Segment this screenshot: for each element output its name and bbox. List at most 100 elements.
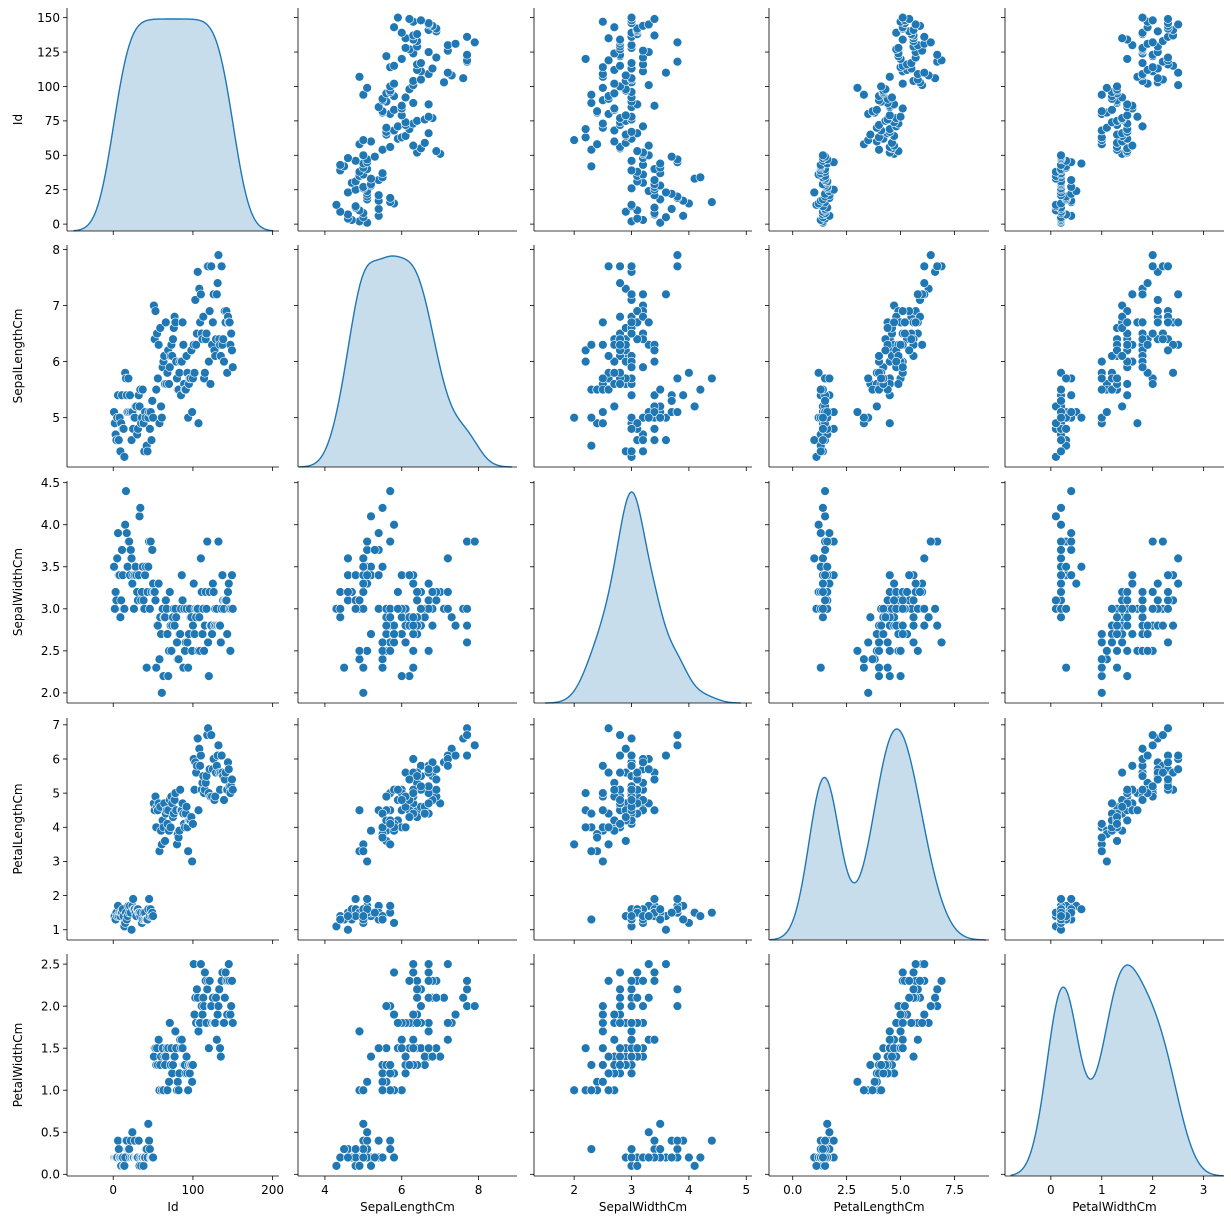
scatter-point — [898, 629, 908, 639]
scatter-point — [867, 654, 878, 664]
x-tick-label-id: 0 — [109, 1183, 117, 1197]
scatter-point — [1153, 317, 1163, 328]
scatter-point — [1163, 317, 1173, 328]
scatter-point — [919, 553, 929, 564]
scatter-point — [335, 914, 345, 925]
scatter-point — [615, 1018, 625, 1028]
scatter-point — [1097, 637, 1107, 648]
scatter-point — [820, 570, 830, 580]
scatter-point — [1163, 261, 1173, 271]
scatter-point — [112, 553, 122, 564]
scatter-point — [895, 1009, 906, 1020]
scatter-point — [400, 1051, 411, 1062]
scatter-point — [225, 1009, 236, 1020]
scatter-point — [818, 553, 828, 564]
scatter-point — [189, 368, 200, 378]
scatter-point — [124, 536, 134, 547]
scatter-point — [354, 1161, 365, 1171]
scatter-panel-id-vs-petallengthcm — [809, 12, 947, 228]
scatter-point — [1173, 578, 1183, 589]
scatter-point — [898, 362, 908, 372]
scatter-point — [126, 925, 137, 935]
scatter-point — [626, 40, 637, 50]
scatter-point — [110, 587, 121, 597]
scatter-panel-sepalwidthcm-vs-id — [109, 486, 238, 698]
scatter-point — [626, 328, 637, 339]
scatter-point — [885, 1035, 895, 1045]
scatter-point — [813, 368, 824, 378]
scatter-point — [1132, 112, 1143, 122]
scatter-point — [822, 1119, 832, 1129]
scatter-point — [586, 98, 597, 108]
scatter-point — [362, 1127, 372, 1137]
scatter-point — [113, 1135, 123, 1146]
scatter-point — [162, 1085, 173, 1095]
scatter-point — [672, 407, 683, 417]
scatter-point — [655, 1119, 665, 1129]
scatter-point — [1097, 629, 1107, 639]
scatter-point — [1076, 562, 1087, 572]
scatter-point — [362, 1077, 372, 1087]
scatter-point — [898, 1035, 908, 1045]
scatter-point — [219, 1018, 229, 1028]
scatter-point — [370, 1152, 380, 1163]
scatter-point — [1097, 671, 1107, 681]
scatter-point — [1158, 730, 1168, 740]
scatter-point — [615, 984, 625, 995]
scatter-point — [869, 1077, 880, 1087]
scatter-point — [389, 918, 399, 928]
scatter-point — [626, 1001, 637, 1011]
scatter-point — [423, 47, 434, 57]
scatter-point — [408, 612, 418, 622]
scatter-point — [458, 73, 468, 83]
scatter-point — [122, 562, 133, 572]
scatter-point — [649, 390, 660, 400]
scatter-point — [216, 637, 226, 648]
scatter-point — [913, 1035, 923, 1045]
scatter-point — [210, 791, 220, 802]
scatter-point — [408, 629, 418, 639]
scatter-point — [898, 967, 908, 978]
scatter-point — [443, 40, 453, 50]
scatter-point — [644, 1152, 654, 1163]
scatter-point — [865, 129, 876, 140]
y-tick-label-id: 50 — [45, 149, 60, 163]
scatter-point — [362, 570, 372, 580]
scatter-point — [165, 362, 175, 372]
scatter-point — [898, 34, 908, 45]
scatter-point — [125, 390, 135, 400]
scatter-point — [644, 19, 654, 30]
scatter-point — [354, 1026, 365, 1037]
scatter-point — [173, 654, 184, 664]
scatter-point — [598, 1077, 608, 1087]
scatter-point — [385, 1144, 395, 1154]
scatter-point — [672, 894, 683, 904]
scatter-point — [404, 812, 415, 822]
scatter-point — [859, 1085, 869, 1095]
scatter-point — [615, 379, 625, 389]
scatter-point — [208, 317, 218, 328]
scatter-point — [898, 79, 908, 89]
scatter-point — [649, 435, 660, 445]
scatter-point — [420, 138, 430, 148]
scatter-point — [655, 412, 665, 423]
scatter-point — [1102, 407, 1112, 417]
scatter-point — [462, 620, 472, 631]
scatter-point — [377, 503, 388, 513]
scatter-point — [816, 446, 826, 456]
scatter-point — [1112, 612, 1122, 622]
scatter-point — [354, 595, 365, 606]
scatter-point — [123, 373, 134, 384]
scatter-point — [878, 1068, 889, 1079]
scatter-point — [876, 81, 886, 92]
scatter-point — [343, 553, 353, 564]
scatter-point — [1066, 570, 1076, 580]
scatter-point — [373, 570, 384, 580]
scatter-point — [626, 1144, 637, 1154]
scatter-point — [615, 750, 625, 761]
scatter-point — [1122, 612, 1132, 622]
y-tick-label-id: 125 — [37, 45, 60, 59]
scatter-point — [1117, 802, 1127, 812]
scatter-point — [178, 340, 189, 350]
